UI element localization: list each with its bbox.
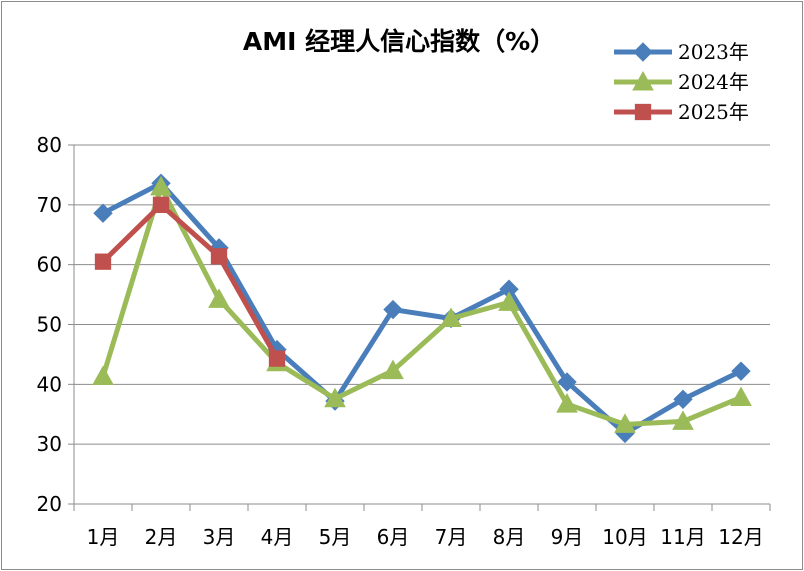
data-point	[730, 386, 752, 406]
grid-layer	[74, 144, 770, 445]
data-point	[150, 175, 172, 196]
legend-item: 2025年	[614, 100, 749, 124]
y-tick-label: 70	[37, 193, 62, 217]
legend-marker	[633, 42, 653, 62]
legend-item: 2023年	[614, 40, 749, 64]
y-tick-label: 50	[37, 313, 62, 337]
data-point	[93, 203, 113, 223]
legend-label: 2023年	[678, 40, 749, 64]
data-point	[614, 413, 636, 433]
data-point	[672, 410, 694, 430]
axis-layer: 20 30 40 50 60 70 80 1月 2月 3月 4月 5月 6月 7月 8月 9月 10月 11月 12…	[37, 133, 771, 549]
data-point	[498, 291, 520, 311]
data-point	[210, 248, 228, 265]
x-tick-label: 10月	[602, 525, 647, 549]
x-tick-label: 11月	[660, 525, 705, 549]
legend-marker	[632, 70, 654, 91]
data-point	[673, 389, 693, 409]
x-tick-label: 7月	[435, 525, 468, 549]
x-tick-label: 5月	[319, 525, 352, 549]
data-point	[731, 361, 751, 381]
data-point	[152, 196, 170, 213]
x-tick-label: 2月	[145, 525, 178, 549]
data-point	[440, 307, 462, 328]
series-2024年	[92, 175, 752, 433]
x-tick-label: 6月	[377, 525, 410, 549]
data-point	[324, 387, 346, 408]
y-tick-label: 40	[37, 372, 62, 396]
series-line	[101, 180, 743, 436]
series-line	[100, 184, 742, 427]
data-point	[94, 253, 112, 270]
data-point	[208, 288, 230, 308]
legend: 2023年 2024年 2025年	[614, 40, 749, 124]
x-tick-label: 3月	[203, 525, 236, 549]
y-tick-label: 60	[37, 253, 62, 277]
data-point	[268, 350, 286, 367]
data-point	[382, 359, 404, 380]
legend-item: 2024年	[614, 70, 749, 94]
series-2023年	[93, 173, 751, 444]
x-tick-label: 8月	[493, 525, 526, 549]
x-tick-label: 4月	[261, 525, 294, 549]
data-point	[556, 393, 578, 413]
chart-title: AMI 经理人信心指数（%）	[243, 27, 555, 56]
series-line	[101, 202, 280, 360]
y-tick-label: 30	[37, 432, 62, 456]
data-point	[383, 299, 403, 320]
series-layer	[92, 173, 752, 444]
x-tick-label: 1月	[87, 525, 120, 549]
legend-label: 2024年	[678, 70, 749, 94]
legend-label: 2025年	[678, 100, 749, 124]
legend-marker	[634, 103, 652, 121]
data-point	[92, 365, 114, 386]
x-tick-label: 12月	[718, 525, 763, 549]
data-point	[557, 372, 577, 392]
y-tick-label: 20	[37, 492, 62, 516]
x-tick-label: 9月	[551, 525, 584, 549]
series-2025年	[94, 196, 286, 367]
y-tick-label: 80	[37, 133, 62, 157]
